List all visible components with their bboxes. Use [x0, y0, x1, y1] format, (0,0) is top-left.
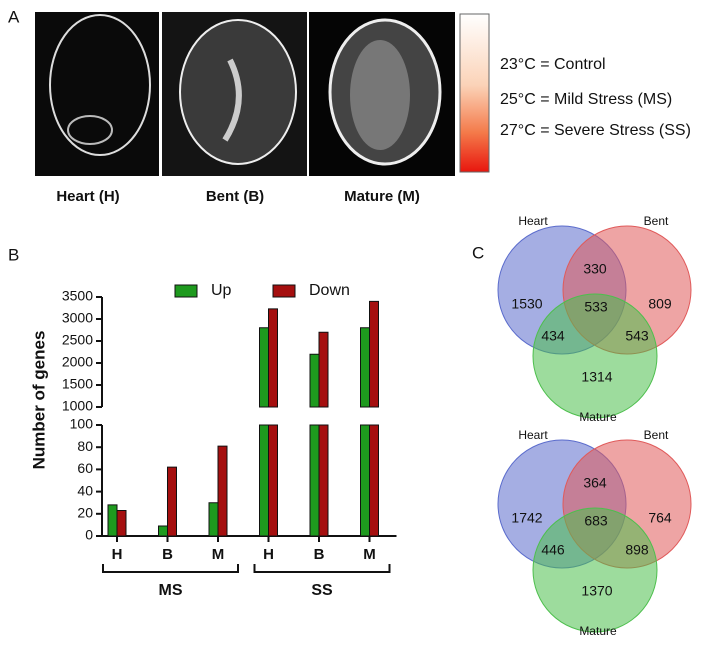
- x-tick-label: B: [162, 546, 173, 563]
- bar: [158, 525, 168, 537]
- y-tick-label: 0: [85, 527, 93, 543]
- image-label: Heart (H): [56, 188, 119, 205]
- condition: 23°C = Control: [500, 56, 606, 73]
- region-count: 330: [583, 261, 607, 277]
- x-tick-label: B: [314, 546, 325, 563]
- image-label: Mature (M): [344, 188, 420, 205]
- venn-set: [532, 293, 658, 419]
- y-tick-label: 20: [77, 505, 93, 521]
- region-count: 1314: [581, 369, 612, 385]
- group-bracket: [253, 564, 391, 573]
- region-count: 434: [541, 328, 565, 344]
- region-count: 809: [648, 296, 672, 312]
- region-count: 446: [541, 542, 565, 558]
- image-outline: [350, 40, 410, 150]
- y-tick-label: 2500: [62, 332, 93, 348]
- legend-swatch: [272, 284, 296, 298]
- y-tick-label: 3500: [62, 288, 93, 304]
- x-tick-label: M: [363, 546, 376, 563]
- venn-set: [532, 507, 658, 633]
- image-outline: [49, 14, 151, 156]
- micrographs: [35, 12, 455, 176]
- group-label: SS: [311, 582, 333, 599]
- panel-label: A: [8, 7, 20, 26]
- image-outline: [67, 115, 113, 145]
- set-label: Bent: [644, 214, 669, 228]
- x-tick-label: H: [112, 546, 123, 563]
- bar: [116, 509, 127, 537]
- set-label: Bent: [644, 428, 669, 442]
- region-count: 683: [584, 513, 608, 529]
- panel-label: C: [472, 243, 484, 262]
- plots: 0 20 40 60 80 100 1000 1500 2000 2500 3000 3500 Numb…: [29, 214, 692, 638]
- legend-swatch: [174, 284, 198, 298]
- set-label: Mature: [579, 624, 617, 638]
- region-count: 1530: [511, 296, 542, 312]
- bar: [369, 300, 379, 537]
- y-tick-label: 60: [77, 460, 93, 476]
- set-label: Heart: [518, 214, 548, 228]
- region-count: 1370: [581, 583, 612, 599]
- bar: [217, 445, 228, 537]
- y-axis-label: Number of genes: [29, 331, 48, 470]
- y-tick-label: 1500: [62, 376, 93, 392]
- group-bracket: [102, 564, 239, 573]
- bar: [107, 504, 118, 537]
- legend-label: Down: [309, 282, 350, 299]
- region-count: 898: [625, 542, 649, 558]
- region-count: 364: [583, 475, 607, 491]
- region-count: 764: [648, 510, 672, 526]
- color-bar: [459, 13, 490, 173]
- bar: [360, 327, 370, 537]
- condition: 27°C = Severe Stress (SS): [500, 122, 691, 139]
- region-count: 533: [584, 299, 608, 315]
- region-count: 543: [625, 328, 649, 344]
- x-tick-label: M: [212, 546, 225, 563]
- group-label: MS: [159, 582, 183, 599]
- y-tick-label: 3000: [62, 310, 93, 326]
- y-tick-label: 100: [70, 416, 94, 432]
- image-outline: [222, 58, 242, 142]
- y-tick-label: 80: [77, 438, 93, 454]
- panel-label: B: [8, 245, 19, 264]
- legend-label: Up: [211, 282, 232, 299]
- y-tick-label: 2000: [62, 354, 93, 370]
- image-label: Bent (B): [206, 188, 264, 205]
- bar: [208, 502, 219, 537]
- image: [35, 12, 159, 176]
- bar: [318, 331, 329, 537]
- region-count: 1742: [511, 510, 542, 526]
- set-label: Heart: [518, 428, 548, 442]
- set-label: Mature: [579, 410, 617, 424]
- bar: [268, 308, 278, 537]
- bar: [309, 353, 320, 537]
- bar: [167, 466, 177, 537]
- y-tick-label: 40: [77, 482, 93, 498]
- y-tick-label: 1000: [62, 398, 93, 414]
- bar: [259, 327, 269, 537]
- condition: 25°C = Mild Stress (MS): [500, 91, 672, 108]
- x-tick-label: H: [263, 546, 274, 563]
